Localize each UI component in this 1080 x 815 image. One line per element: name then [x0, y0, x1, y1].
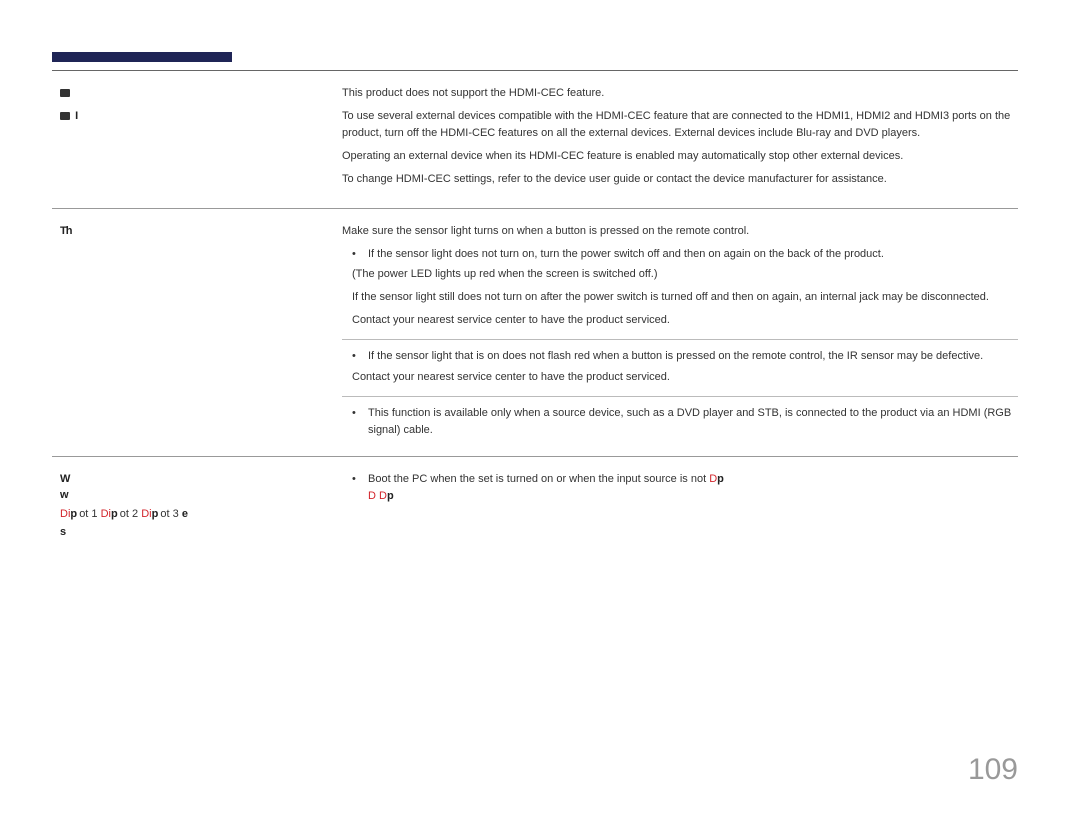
- row-left-label: W w Dip ot 1 Dip ot 2 Dip ot 3 e s: [52, 457, 342, 555]
- category-icon: [60, 112, 70, 120]
- dp-glyph: p: [111, 508, 117, 520]
- info-icon: [60, 89, 70, 97]
- sub-block: If the sensor light does not turn on, tu…: [342, 246, 1018, 329]
- dp-text: ot 1: [79, 508, 97, 520]
- display-port-line: Dip ot 1 Dip ot 2 Dip ot 3 e: [60, 506, 334, 523]
- inline-red: D D: [368, 490, 387, 502]
- divider: [342, 396, 1018, 397]
- dp-glyph: p: [152, 508, 158, 520]
- dp-red: Di: [101, 508, 111, 520]
- body-text: To change HDMI-CEC settings, refer to th…: [342, 171, 1018, 188]
- list-item: Boot the PC when the set is turned on or…: [368, 471, 1018, 505]
- list-item: This function is available only when a s…: [368, 405, 1018, 439]
- row-right-body: Make sure the sensor light turns on when…: [342, 209, 1018, 455]
- body-text: This product does not support the HDMI-C…: [342, 85, 1018, 102]
- dp-red: Di: [141, 508, 151, 520]
- body-text: To use several external devices compatib…: [342, 108, 1018, 142]
- row-right-body: Boot the PC when the set is turned on or…: [342, 457, 1018, 555]
- left-label-text: W w: [60, 471, 334, 504]
- inline-glyph: p: [387, 490, 393, 502]
- dp-red: Di: [60, 508, 70, 520]
- troubleshoot-row-hdmi-cec: I This product does not support the HDMI…: [52, 71, 1018, 209]
- body-text: Make sure the sensor light turns on when…: [342, 223, 1018, 240]
- row-right-body: This product does not support the HDMI-C…: [342, 71, 1018, 208]
- inline-red: D: [709, 473, 717, 485]
- list-item: If the sensor light does not turn on, tu…: [368, 246, 1018, 263]
- left-label-text: s: [60, 524, 334, 541]
- row-left-label: I: [52, 71, 342, 208]
- body-text: If the sensor light still does not turn …: [342, 289, 1018, 306]
- dp-text: ot 2: [120, 508, 138, 520]
- body-text: Boot the PC when the set is turned on or…: [368, 473, 709, 485]
- body-text: Operating an external device when its HD…: [342, 148, 1018, 165]
- inline-glyph: p: [717, 473, 723, 485]
- bullet-list: If the sensor light does not turn on, tu…: [342, 246, 1018, 263]
- troubleshoot-row-display-port: W w Dip ot 1 Dip ot 2 Dip ot 3 e s Boot …: [52, 457, 1018, 555]
- header-accent-bar: [52, 52, 232, 62]
- dp-text: ot 3: [160, 508, 178, 520]
- left-label-text: Th: [60, 225, 71, 237]
- divider: [342, 339, 1018, 340]
- list-item: If the sensor light that is on does not …: [368, 348, 1018, 365]
- row-left-label: Th: [52, 209, 342, 455]
- sub-block: This function is available only when a s…: [342, 405, 1018, 439]
- left-label-text: I: [75, 110, 77, 122]
- page-number: 109: [968, 753, 1018, 787]
- body-text: (The power LED lights up red when the sc…: [342, 266, 1018, 283]
- dp-glyph: e: [182, 508, 187, 520]
- bullet-list: This function is available only when a s…: [342, 405, 1018, 439]
- sub-block: If the sensor light that is on does not …: [342, 348, 1018, 385]
- page-content: I This product does not support the HDMI…: [52, 71, 1018, 555]
- dp-glyph: p: [70, 508, 76, 520]
- body-text: Contact your nearest service center to h…: [342, 312, 1018, 329]
- bullet-list: If the sensor light that is on does not …: [342, 348, 1018, 365]
- body-text: Contact your nearest service center to h…: [342, 369, 1018, 386]
- troubleshoot-row-remote: Th Make sure the sensor light turns on w…: [52, 209, 1018, 456]
- bullet-list: Boot the PC when the set is turned on or…: [342, 471, 1018, 505]
